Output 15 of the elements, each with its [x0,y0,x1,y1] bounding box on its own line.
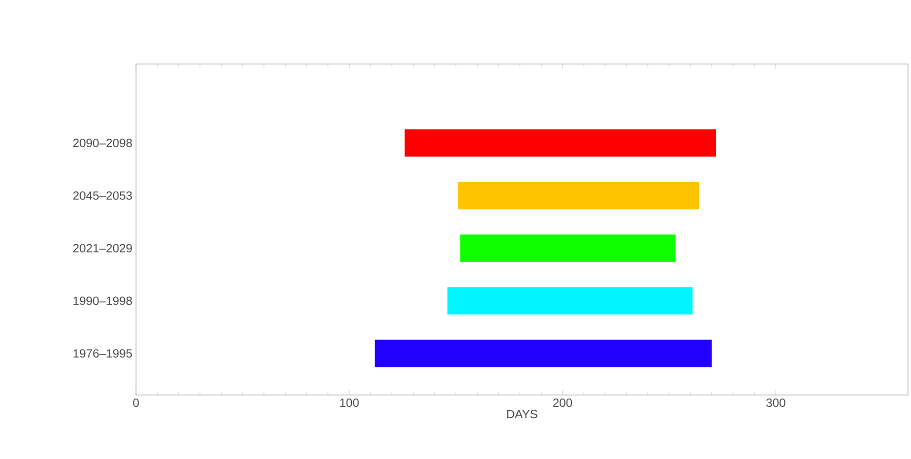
y-tick-label: 2021–2029 [73,244,132,252]
y-tick-label: 2045–2053 [73,191,132,200]
bar [447,287,693,314]
bar [374,340,712,368]
x-axis-title: DAYS [507,410,538,418]
x-tick-label: 0 [133,398,139,407]
x-tick-label: 300 [766,398,786,407]
y-tick-label: 1990–1998 [74,296,132,306]
bar [404,129,716,157]
x-tick-label: 200 [553,398,572,407]
bar [458,182,700,210]
y-tick-label: 2090–2098 [73,138,132,148]
bar [460,234,676,262]
x-tick-label: 100 [340,398,359,407]
y-tick-label: 1976–1995 [74,349,132,358]
